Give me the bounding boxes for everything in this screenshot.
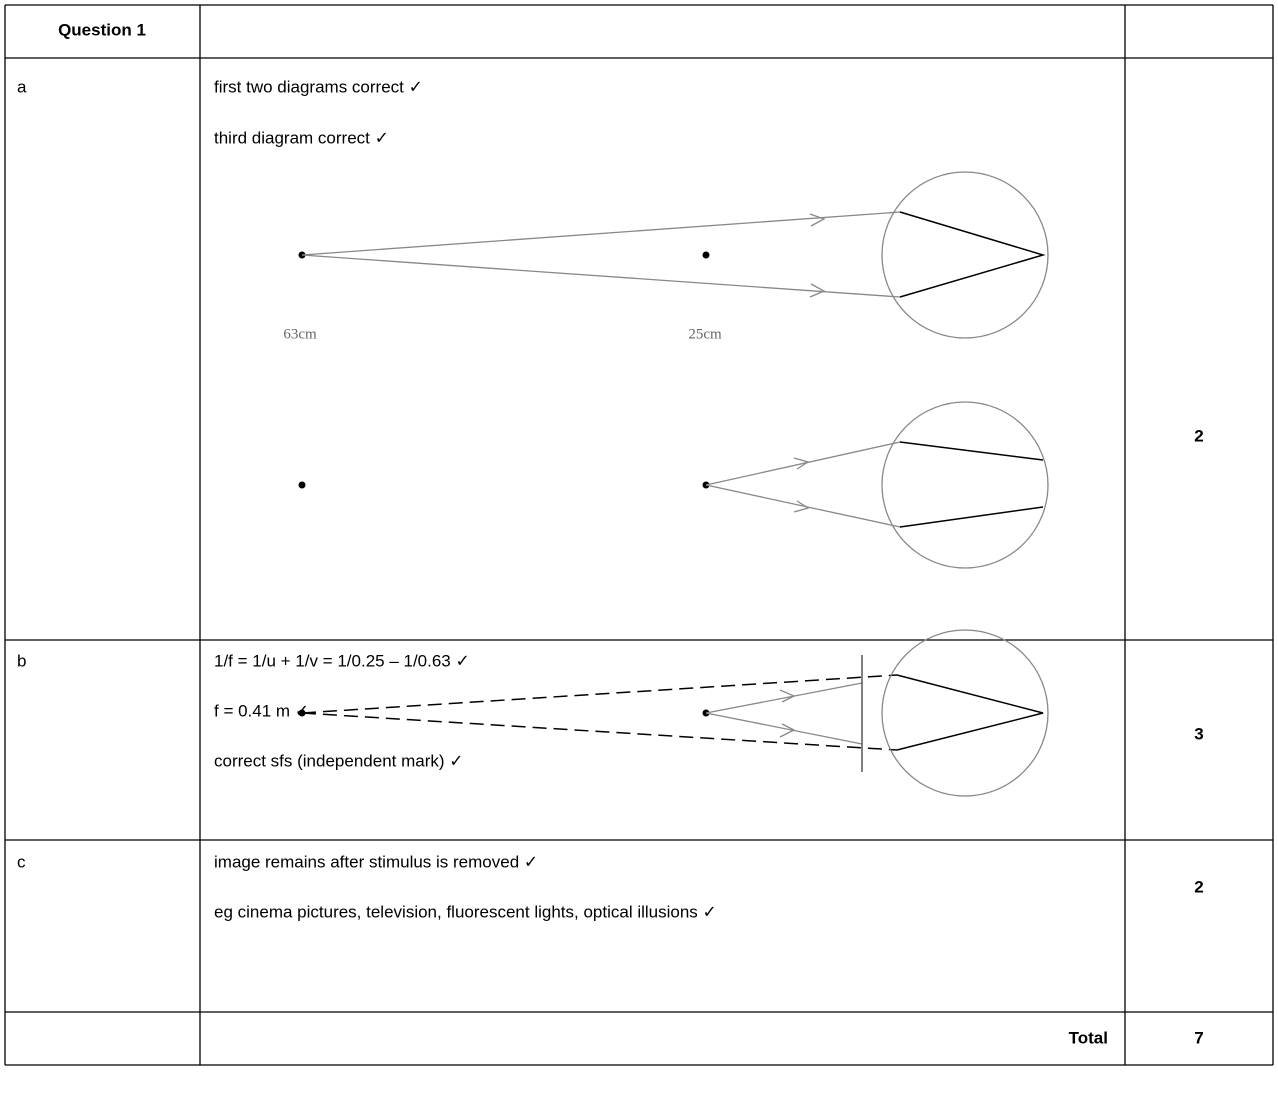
header-title: Question 1 [58,20,146,39]
answer-line: f = 0.41 m ✓ [214,701,309,720]
answer-line: first two diagrams correct ✓ [214,77,423,96]
mark: 2 [1194,877,1203,896]
answer-line: eg cinema pictures, television, fluoresc… [214,902,717,921]
part-label: a [17,77,27,96]
eye-diagrams: 63cm 25cm [283,171,1049,797]
distance-label: 63cm [283,326,317,342]
mark: 2 [1194,426,1203,445]
answer-line: correct sfs (independent mark) ✓ [214,751,464,770]
total-label: Total [1069,1028,1108,1047]
part-label: c [17,852,26,871]
distance-label: 25cm [688,326,722,342]
answer-line: 1/f = 1/u + 1/v = 1/0.25 – 1/0.63 ✓ [214,651,470,670]
table-borders [4,4,1274,1066]
part-label: b [17,651,26,670]
mark: 3 [1194,724,1203,743]
total-mark: 7 [1194,1028,1203,1047]
answer-line: image remains after stimulus is removed … [214,852,538,871]
answer-line: third diagram correct ✓ [214,128,389,147]
